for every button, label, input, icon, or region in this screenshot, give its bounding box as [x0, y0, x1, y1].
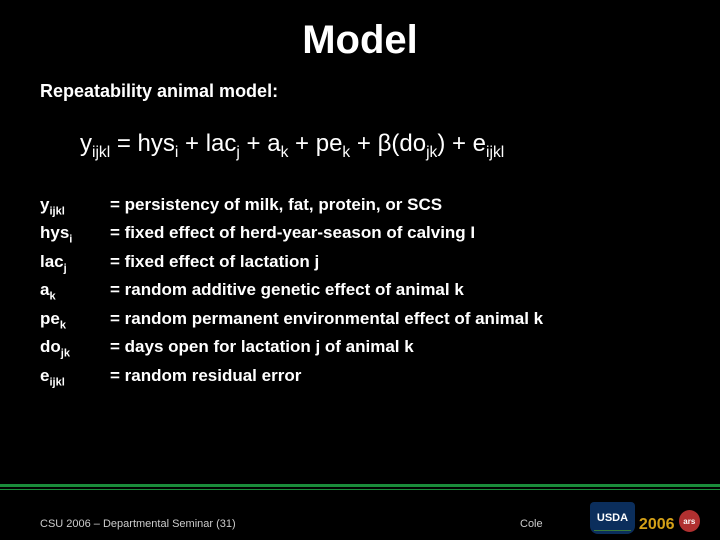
- footer: CSU 2006 – Departmental Seminar (31) Col…: [0, 484, 720, 540]
- footer-year: 2006: [639, 516, 675, 534]
- def-term: eijkl: [40, 363, 110, 392]
- def-row: yijkl = persistency of milk, fat, protei…: [40, 192, 680, 221]
- def-desc: = persistency of milk, fat, protein, or …: [110, 192, 442, 221]
- def-desc: = fixed effect of lactation j: [110, 249, 319, 278]
- footer-center-text: Cole: [520, 518, 543, 530]
- def-term: pek: [40, 306, 110, 335]
- def-desc: = fixed effect of herd-year-season of ca…: [110, 220, 475, 249]
- slide: Model Repeatability animal model: yijkl …: [0, 0, 720, 540]
- def-row: pek = random permanent environmental eff…: [40, 306, 680, 335]
- footer-divider-thick: [0, 484, 720, 487]
- footer-left-text: CSU 2006 – Departmental Seminar (31): [40, 518, 236, 530]
- def-row: ak = random additive genetic effect of a…: [40, 277, 680, 306]
- slide-subtitle: Repeatability animal model:: [40, 81, 680, 102]
- def-row: lacj = fixed effect of lactation j: [40, 249, 680, 278]
- def-row: hysi = fixed effect of herd-year-season …: [40, 220, 680, 249]
- ars-logo: ars: [679, 510, 700, 532]
- usda-logo: USDA: [590, 502, 635, 534]
- def-term: ak: [40, 277, 110, 306]
- def-desc: = random residual error: [110, 363, 301, 392]
- definitions-list: yijkl = persistency of milk, fat, protei…: [40, 192, 680, 392]
- model-equation: yijkl = hysi + lacj + ak + pek + β(dojk)…: [80, 130, 680, 162]
- def-term: dojk: [40, 334, 110, 363]
- footer-logo-group: USDA 2006 ars: [590, 492, 700, 534]
- def-row: eijkl = random residual error: [40, 363, 680, 392]
- def-desc: = random additive genetic effect of anim…: [110, 277, 464, 306]
- def-term: yijkl: [40, 192, 110, 221]
- slide-title: Model: [40, 0, 680, 75]
- def-desc: = random permanent environmental effect …: [110, 306, 543, 335]
- def-desc: = days open for lactation j of animal k: [110, 334, 414, 363]
- def-term: hysi: [40, 220, 110, 249]
- def-row: dojk = days open for lactation j of anim…: [40, 334, 680, 363]
- footer-divider-thin: [0, 489, 720, 490]
- def-term: lacj: [40, 249, 110, 278]
